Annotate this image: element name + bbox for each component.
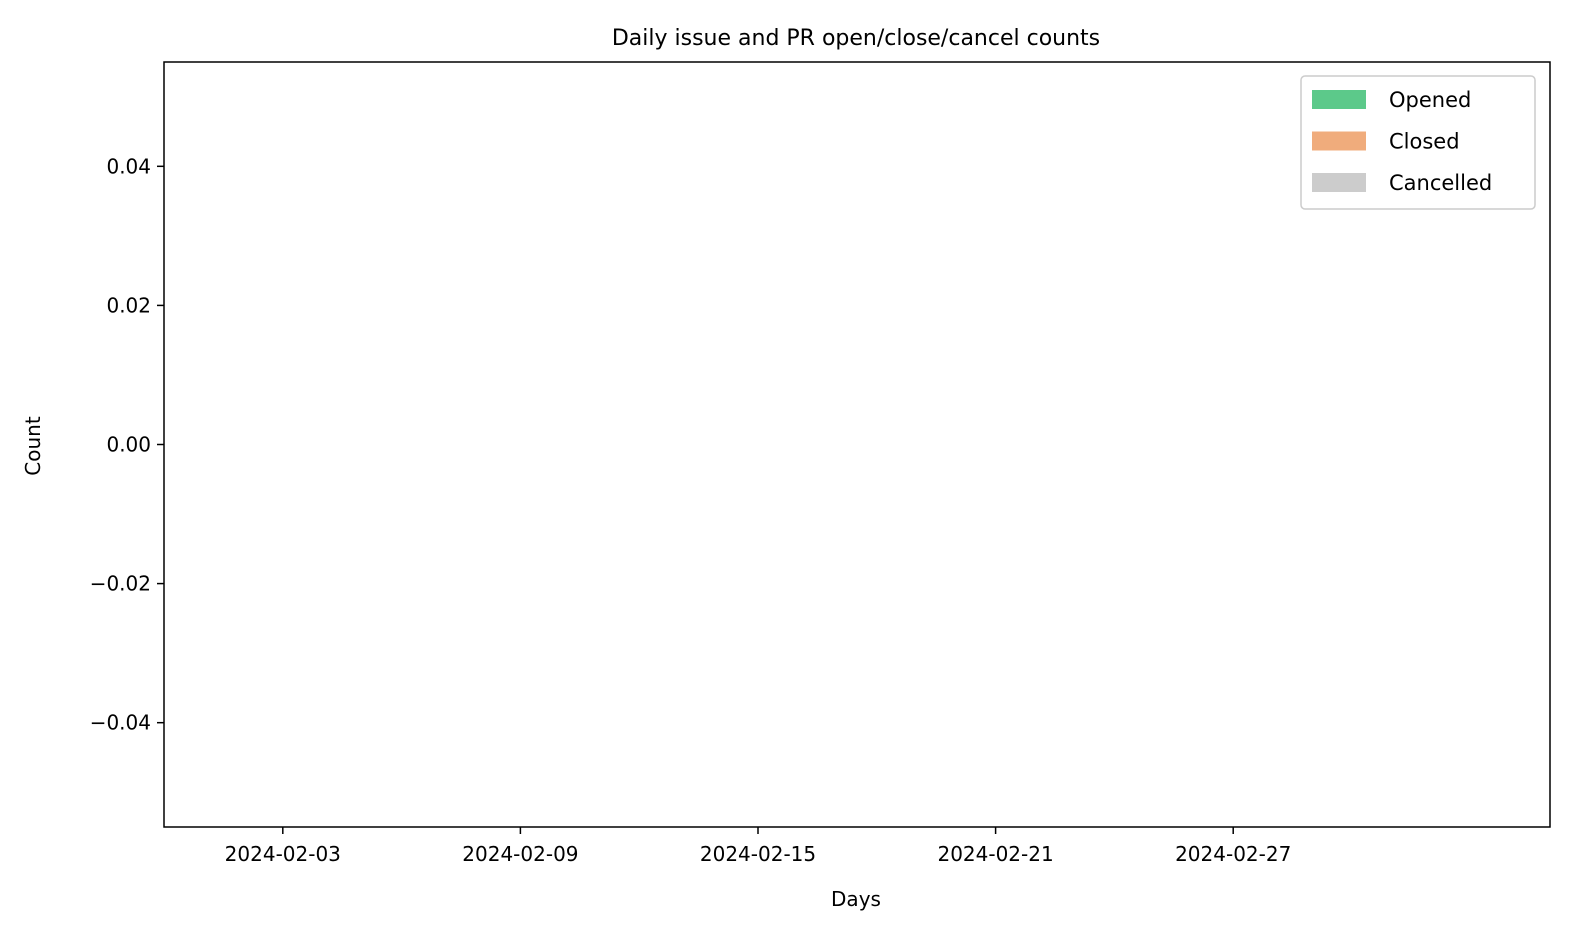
x-tick-label: 2024-02-27 — [1175, 842, 1291, 866]
y-axis: 0.04 0.02 0.00 −0.02 −0.04 — [90, 154, 164, 735]
y-tick-label: −0.02 — [90, 572, 151, 596]
x-tick-label: 2024-02-09 — [462, 842, 578, 866]
legend-swatch — [1312, 90, 1366, 109]
x-tick-label: 2024-02-21 — [937, 842, 1053, 866]
legend: Opened Closed Cancelled — [1300, 75, 1536, 210]
plot-frame — [163, 61, 1551, 828]
y-tick-label: −0.04 — [90, 711, 151, 735]
x-axis: 2024-02-03 2024-02-09 2024-02-15 2024-02-21… — [225, 827, 1291, 866]
chart-title: Daily issue and PR open/close/cancel cou… — [612, 26, 1100, 51]
legend-swatch — [1312, 173, 1366, 192]
x-tick-label: 2024-02-15 — [700, 842, 816, 866]
y-axis-label: Count — [21, 416, 45, 476]
legend-swatch — [1312, 131, 1366, 151]
y-tick-label: 0.02 — [106, 293, 151, 317]
y-tick-label: 0.00 — [106, 433, 151, 457]
x-axis-label: Days — [831, 887, 881, 911]
x-tick-label: 2024-02-03 — [225, 842, 341, 866]
legend-label: Closed — [1389, 130, 1460, 154]
y-tick-label: 0.04 — [106, 154, 151, 178]
legend-label: Opened — [1389, 88, 1471, 112]
legend-label: Cancelled — [1389, 171, 1492, 195]
